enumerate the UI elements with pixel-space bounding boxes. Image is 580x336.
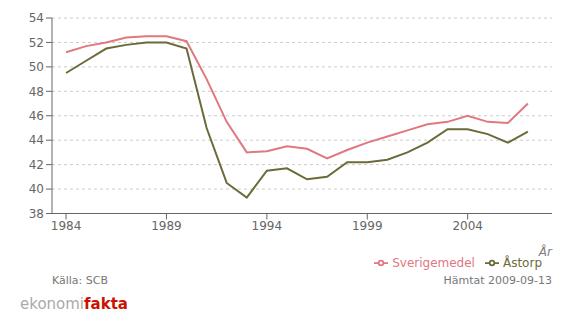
svg-text:42: 42 [29, 158, 44, 172]
html-text:Sverigemedel: Sverigemedel [392, 255, 475, 270]
svg-text:52: 52 [29, 36, 44, 50]
svg-text:40: 40 [29, 182, 44, 196]
svg-text:50: 50 [29, 60, 44, 74]
svg-text:1984: 1984 [51, 219, 82, 233]
html-text:Källa: SCB: Källa: SCB [52, 274, 108, 287]
html-text:ekonomi fakta: ekonomi fakta [20, 295, 128, 313]
svg-text:1994: 1994 [252, 219, 283, 233]
svg-text:1989: 1989 [151, 219, 182, 233]
svg-text:46: 46 [29, 109, 44, 123]
svg-text:54: 54 [29, 11, 44, 25]
svg-text:38: 38 [29, 207, 44, 221]
svg-text:48: 48 [29, 85, 44, 99]
svg-text:44: 44 [29, 133, 44, 147]
html-text:Åstorp: Åstorp [502, 255, 542, 270]
svg-text:År: År [538, 244, 553, 259]
svg-text:2004: 2004 [452, 219, 483, 233]
html-text:Hämtat 2009-09-13: Hämtat 2009-09-13 [443, 274, 552, 287]
svg-text:1999: 1999 [352, 219, 383, 233]
